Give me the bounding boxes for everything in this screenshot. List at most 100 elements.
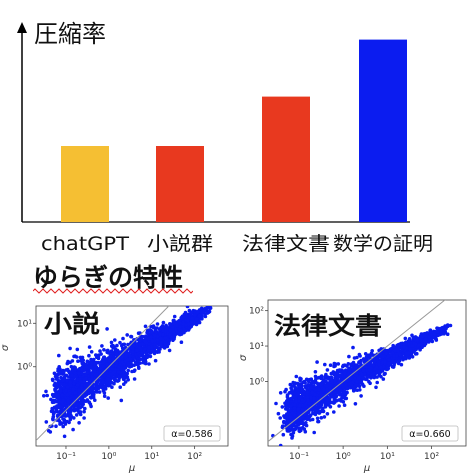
data-point	[72, 354, 76, 359]
bar-label-2: 法律文書	[242, 233, 330, 255]
data-point	[166, 341, 171, 346]
data-point	[312, 396, 316, 401]
data-point	[76, 402, 81, 406]
data-point	[75, 383, 80, 387]
data-point	[384, 351, 389, 356]
data-point	[132, 377, 137, 381]
data-point	[302, 422, 306, 426]
scatter-plot-novel: 10⁻¹ 10⁰ 10¹ 10² 10⁰ 10¹ μ σ 小説 α=0.586	[0, 305, 229, 474]
data-point	[440, 325, 445, 330]
data-point	[67, 420, 71, 425]
y-tick-label: 10⁰	[249, 377, 264, 387]
data-point	[78, 406, 82, 410]
data-point	[172, 318, 176, 323]
data-point	[208, 306, 213, 307]
data-point	[302, 389, 306, 394]
data-point	[423, 342, 427, 346]
x-axis-label: μ	[128, 463, 135, 474]
data-point	[355, 379, 359, 384]
data-point	[151, 325, 156, 330]
data-point	[87, 400, 91, 404]
data-point	[313, 392, 317, 397]
data-point	[386, 366, 391, 371]
data-point	[389, 347, 393, 351]
data-point	[288, 404, 293, 408]
data-point	[410, 355, 415, 359]
data-point	[328, 390, 333, 395]
data-point	[76, 359, 80, 363]
data-point	[429, 337, 433, 342]
data-point	[363, 352, 368, 356]
data-point	[315, 416, 320, 421]
data-point	[96, 356, 101, 361]
data-point	[413, 352, 418, 356]
x-axis-label: μ	[363, 463, 370, 474]
data-point	[175, 324, 179, 328]
data-point	[377, 369, 381, 373]
data-point	[372, 371, 376, 376]
data-point	[284, 404, 288, 408]
data-point	[92, 362, 96, 366]
data-point	[415, 338, 420, 342]
data-point	[325, 412, 330, 416]
data-point	[185, 306, 190, 309]
data-point	[62, 420, 66, 425]
data-point	[187, 308, 192, 313]
data-point	[146, 337, 151, 341]
data-point	[359, 379, 363, 383]
bar-3	[359, 39, 407, 222]
data-point	[73, 391, 78, 395]
data-point	[373, 367, 377, 371]
data-point	[325, 387, 329, 392]
data-point	[82, 416, 86, 420]
data-point	[61, 424, 65, 429]
data-point	[336, 380, 341, 385]
bar-label-3: 数学の証明	[333, 233, 433, 255]
data-point	[168, 323, 172, 328]
data-point	[351, 345, 355, 350]
data-point	[313, 374, 318, 379]
data-point	[121, 376, 126, 380]
data-point	[93, 365, 97, 369]
data-point	[346, 362, 351, 366]
data-point	[360, 372, 364, 377]
data-point	[367, 379, 371, 384]
data-point	[310, 417, 315, 422]
data-point	[113, 367, 117, 371]
data-point	[325, 398, 330, 402]
data-point	[49, 397, 53, 402]
compression-bar-chart: 圧縮率 chatGPT 小説群 法律文書 数学の証明	[17, 20, 433, 255]
data-point	[425, 331, 429, 335]
data-point	[398, 352, 402, 357]
data-point	[97, 390, 102, 394]
data-point	[402, 345, 406, 349]
data-point	[436, 333, 440, 338]
y-axis-label: σ	[0, 344, 11, 351]
data-point	[121, 336, 125, 341]
data-point	[82, 409, 86, 414]
data-point	[59, 409, 64, 413]
data-point	[365, 375, 370, 379]
data-point	[81, 399, 86, 404]
data-point	[296, 399, 301, 403]
data-point	[292, 402, 297, 407]
data-point	[444, 326, 448, 331]
data-point	[64, 404, 69, 409]
data-point	[310, 390, 315, 395]
plot-title: 法律文書	[274, 312, 382, 340]
data-point	[329, 378, 334, 383]
data-point	[150, 339, 155, 344]
data-point	[58, 420, 63, 425]
data-point	[420, 345, 424, 349]
data-point	[397, 342, 401, 347]
data-point	[392, 354, 396, 358]
data-point	[315, 360, 319, 364]
data-point	[332, 400, 337, 404]
data-point	[67, 375, 71, 379]
data-point	[319, 374, 324, 378]
data-point	[322, 415, 327, 419]
data-point	[381, 354, 385, 359]
data-point	[162, 346, 167, 350]
data-point	[320, 392, 324, 397]
data-point	[73, 379, 77, 383]
